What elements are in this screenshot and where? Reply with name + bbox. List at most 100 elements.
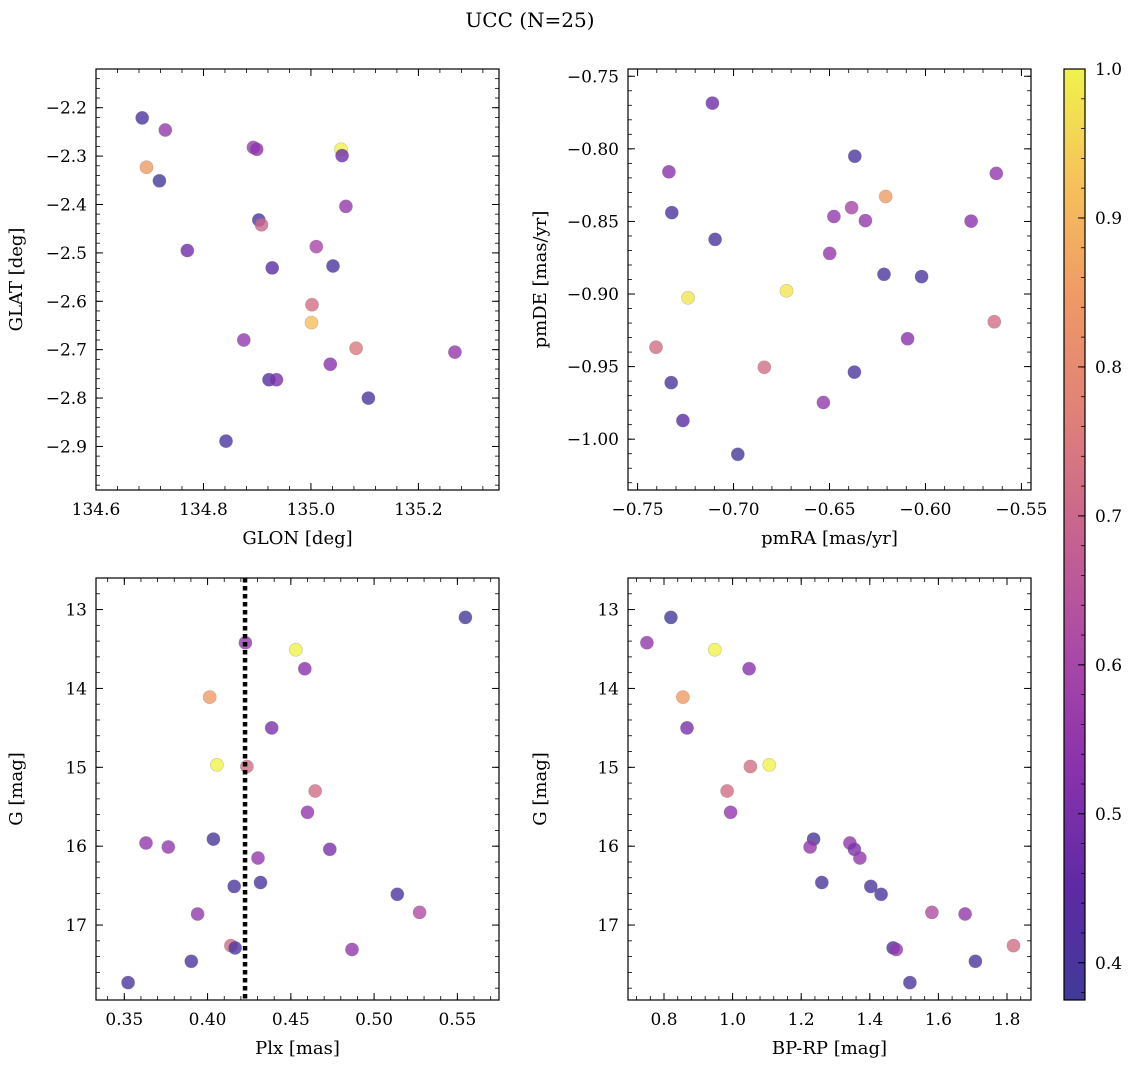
data-point (877, 267, 891, 282)
y-tick-label: −0.85 (567, 212, 619, 232)
data-point (254, 217, 269, 232)
panel-glon-glat: 134.6 134.8 135.0 135.2 −2.2 −2.3 −2.4 −2.5 −2.6… (6, 68, 500, 549)
data-point (676, 413, 690, 428)
data-point (139, 160, 154, 175)
x-tick-label: −0.65 (803, 500, 855, 520)
data-point (822, 246, 837, 261)
x-tick-label: 1.8 (993, 1010, 1020, 1030)
data-point (209, 758, 224, 772)
data-point (987, 314, 1002, 329)
y-tick-label: 14 (597, 679, 619, 699)
data-point (184, 954, 199, 969)
figure-title: UCC (N=25) (465, 8, 594, 32)
data-point (863, 879, 878, 894)
data-point (847, 149, 862, 164)
x-tick-label: 134.8 (179, 500, 228, 520)
data-point (322, 842, 337, 857)
data-point (989, 166, 1004, 181)
x-tick-label: 0.50 (355, 1010, 393, 1030)
y-tick-label: 16 (597, 837, 619, 857)
data-point (458, 610, 473, 625)
data-point (190, 907, 205, 921)
colorbar-tick-label: 1.0 (1095, 60, 1122, 80)
panel-pm: −0.75 −0.70 −0.65 −0.60 −0.55 −0.75 −0.80 −0.85… (530, 67, 1047, 549)
colorbar-tick-label: 0.5 (1095, 805, 1122, 825)
x-axis-label: Plx [mas] (255, 1038, 340, 1059)
data-point (305, 297, 319, 312)
data-point (814, 875, 829, 890)
data-point (251, 851, 265, 865)
colorbar-tick-label: 0.9 (1095, 209, 1122, 229)
data-point (640, 635, 654, 650)
data-point (925, 905, 939, 920)
y-tick-label: 17 (65, 916, 87, 936)
data-point (743, 759, 758, 774)
y-tick-label: −2.2 (46, 99, 87, 119)
x-tick-label: 0.55 (438, 1010, 476, 1030)
data-point (762, 758, 777, 772)
colorbar-tick-label: 0.4 (1095, 954, 1122, 974)
data-point (723, 805, 738, 820)
data-point (662, 164, 676, 179)
data-point (664, 610, 678, 625)
data-point (309, 239, 324, 254)
data-point (779, 283, 794, 298)
data-point (265, 260, 280, 275)
data-point (708, 232, 722, 247)
axes-frame (95, 68, 500, 491)
data-point (335, 148, 349, 163)
y-tick-label: 15 (65, 758, 87, 778)
data-point (720, 784, 734, 798)
data-point (664, 375, 679, 390)
axes-frame (627, 68, 1032, 491)
x-axis-label: GLON [deg] (242, 528, 352, 549)
data-point (847, 365, 862, 379)
data-point (844, 200, 859, 215)
data-point (742, 661, 756, 676)
data-point (158, 123, 173, 137)
y-tick-label: 13 (65, 601, 87, 621)
data-point (161, 840, 176, 854)
data-point (707, 642, 722, 657)
data-point (300, 805, 315, 820)
data-point (304, 315, 319, 330)
y-tick-label: −2.3 (46, 147, 87, 167)
x-tick-label: 0.8 (650, 1010, 677, 1030)
data-point (390, 887, 405, 902)
colorbar-tick-label: 0.8 (1095, 358, 1122, 378)
y-tick-label: 14 (65, 679, 87, 699)
y-tick-label: −1.00 (567, 430, 619, 450)
data-point (816, 395, 831, 410)
x-tick-label: −0.75 (612, 500, 664, 520)
data-point (135, 111, 150, 125)
colorbar-gradient (1063, 68, 1086, 1001)
data-point (345, 942, 359, 957)
axes-frame (95, 577, 500, 1001)
data-point (903, 975, 917, 990)
y-tick-label: −0.90 (567, 285, 619, 305)
data-point (676, 690, 690, 704)
data-point (219, 434, 233, 448)
data-point (202, 690, 217, 704)
y-tick-label: −2.8 (46, 389, 87, 409)
y-tick-label: −2.5 (46, 244, 87, 264)
data-point (288, 642, 303, 657)
data-point (649, 340, 663, 355)
y-axis-label: G [mag] (530, 752, 551, 825)
data-point (1006, 938, 1021, 953)
x-tick-label: 1.4 (856, 1010, 883, 1030)
data-point (664, 205, 679, 220)
data-point (361, 391, 376, 405)
data-point (803, 840, 817, 854)
data-point (914, 269, 929, 284)
data-point (206, 832, 221, 846)
y-axis-label: pmDE [mas/yr] (530, 211, 551, 349)
data-point (236, 333, 251, 347)
data-point (249, 142, 264, 157)
x-tick-label: −0.55 (995, 500, 1047, 520)
data-point (152, 173, 167, 188)
data-point (827, 209, 841, 224)
data-point (269, 372, 284, 387)
y-tick-label: −2.7 (46, 341, 87, 361)
